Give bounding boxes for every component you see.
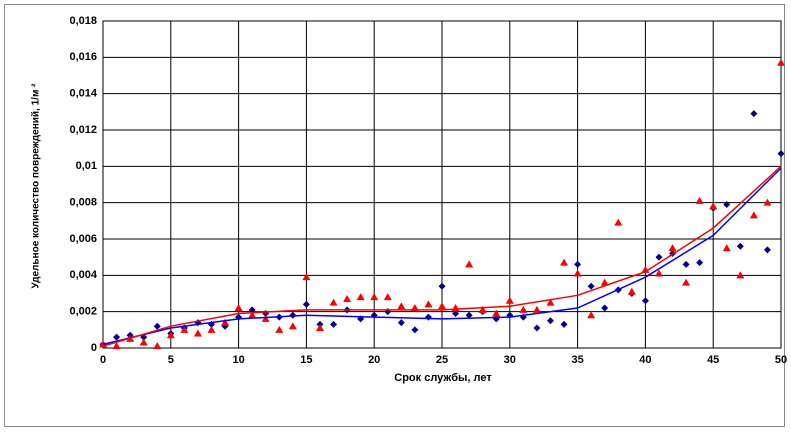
data-point xyxy=(302,273,311,281)
data-point xyxy=(587,282,595,290)
y-tick-label: 0,002 xyxy=(69,306,97,318)
x-tick-label: 30 xyxy=(504,354,516,366)
data-point xyxy=(695,196,704,204)
x-tick-label: 5 xyxy=(168,354,174,366)
y-tick-label: 0 xyxy=(91,342,97,354)
data-point xyxy=(424,300,433,308)
data-point xyxy=(723,200,731,208)
data-point xyxy=(682,260,690,268)
data-point xyxy=(452,309,460,317)
data-point xyxy=(668,244,677,252)
data-point xyxy=(343,294,352,302)
data-point xyxy=(641,297,649,305)
data-point xyxy=(113,333,121,341)
y-tick-label: 0,008 xyxy=(69,197,97,209)
data-point xyxy=(587,311,596,319)
data-point xyxy=(221,318,230,326)
data-point xyxy=(180,325,189,333)
data-point xyxy=(546,298,555,306)
x-tick-label: 40 xyxy=(639,354,651,366)
data-point xyxy=(736,271,745,279)
y-tick-label: 0,018 xyxy=(69,15,97,27)
data-point xyxy=(601,304,609,312)
data-point xyxy=(356,293,365,301)
data-point xyxy=(682,278,691,286)
data-point xyxy=(261,314,270,322)
data-point xyxy=(560,320,568,328)
data-point xyxy=(234,304,243,312)
data-point xyxy=(560,258,569,266)
data-point xyxy=(573,269,582,277)
data-point xyxy=(763,246,771,254)
data-point xyxy=(275,325,284,333)
data-point xyxy=(655,253,663,261)
data-point xyxy=(207,325,216,333)
data-point xyxy=(383,293,392,301)
x-tick-label: 20 xyxy=(368,354,380,366)
y-tick-label: 0,012 xyxy=(69,124,97,136)
x-tick-label: 10 xyxy=(232,354,244,366)
data-point xyxy=(153,322,161,330)
y-tick-label: 0,01 xyxy=(76,160,97,172)
data-point xyxy=(397,319,405,327)
data-point xyxy=(315,324,324,332)
data-point xyxy=(411,326,419,334)
data-point xyxy=(763,198,772,206)
data-point xyxy=(465,260,474,268)
x-tick-label: 50 xyxy=(775,354,787,366)
data-point xyxy=(438,302,446,310)
data-point xyxy=(112,342,121,350)
data-point xyxy=(153,342,162,350)
data-point xyxy=(330,320,338,328)
data-point xyxy=(465,311,473,319)
data-point xyxy=(749,211,758,219)
x-tick-label: 0 xyxy=(100,354,106,366)
data-point xyxy=(627,287,636,295)
data-point xyxy=(654,269,663,277)
data-point xyxy=(193,329,202,337)
data-point xyxy=(329,298,338,306)
data-point xyxy=(574,260,582,268)
data-point xyxy=(696,259,704,267)
data-point xyxy=(492,309,501,317)
x-tick-label: 25 xyxy=(436,354,448,366)
x-axis-label: Срок службы, лет xyxy=(394,372,492,384)
data-point xyxy=(600,278,609,286)
y-axis-label: Удельное количество повреждений, 1/м ² xyxy=(31,83,42,289)
trend-line xyxy=(102,167,782,346)
y-tick-label: 0,014 xyxy=(69,88,97,100)
data-point xyxy=(519,305,528,313)
y-tick-label: 0,004 xyxy=(69,269,97,281)
data-point xyxy=(397,302,406,310)
trend-line xyxy=(102,165,782,347)
data-point xyxy=(288,322,297,330)
data-point xyxy=(302,300,310,308)
data-point xyxy=(777,58,785,66)
data-point xyxy=(614,218,623,226)
x-tick-label: 45 xyxy=(707,354,719,366)
data-point xyxy=(709,202,718,210)
data-point xyxy=(777,150,785,158)
data-point xyxy=(722,244,731,252)
data-point xyxy=(533,324,541,332)
data-point xyxy=(139,338,148,346)
x-tick-label: 35 xyxy=(571,354,583,366)
data-point xyxy=(532,305,541,313)
data-point xyxy=(166,331,175,339)
data-point xyxy=(248,306,256,314)
data-point xyxy=(750,110,758,118)
data-point xyxy=(736,242,744,250)
x-tick-label: 15 xyxy=(300,354,312,366)
data-point xyxy=(505,296,514,304)
data-point xyxy=(546,317,554,325)
y-tick-label: 0,006 xyxy=(69,233,97,245)
data-point xyxy=(248,311,257,319)
data-point xyxy=(478,305,487,313)
data-point xyxy=(438,282,446,290)
data-point xyxy=(370,293,379,301)
y-tick-label: 0,016 xyxy=(69,51,97,63)
